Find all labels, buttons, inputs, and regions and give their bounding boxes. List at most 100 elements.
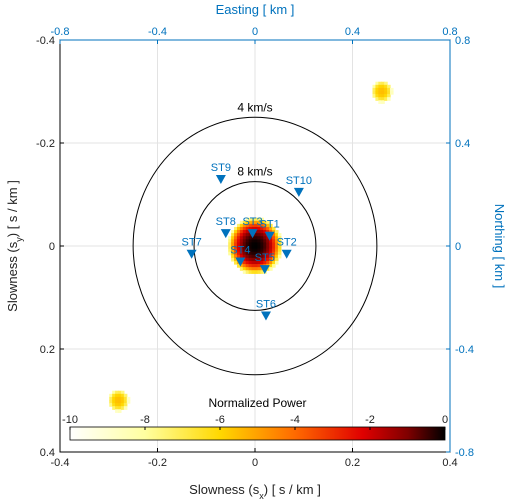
- power-cell-0: [239, 223, 244, 228]
- colorbar-tick-label: -2: [365, 414, 375, 426]
- power-cell-0: [245, 239, 250, 243]
- power-cell-0: [234, 233, 238, 237]
- power-cell-0: [242, 270, 247, 274]
- power-cell-2: [115, 403, 119, 407]
- power-cell-0: [234, 260, 238, 265]
- power-cell-0: [248, 233, 253, 237]
- power-cell-0: [228, 245, 232, 250]
- power-cell-0: [248, 239, 253, 243]
- station-marker: [235, 257, 246, 267]
- power-cell-0: [266, 248, 270, 253]
- power-cell-0: [269, 226, 273, 231]
- power-cell-2: [112, 390, 116, 395]
- y-tick-label: -0.2: [36, 138, 55, 150]
- power-cell-0: [260, 251, 264, 256]
- power-cell-0: [245, 267, 250, 271]
- power-cell-2: [123, 396, 128, 401]
- power-cell-0: [269, 239, 273, 243]
- power-cell-0: [266, 242, 270, 247]
- power-cell-0: [277, 239, 282, 243]
- power-cell-2: [120, 393, 125, 398]
- power-cell-0: [248, 226, 253, 231]
- power-cell-0: [245, 230, 250, 234]
- right-axis-title: Northing [ km ]: [492, 204, 505, 289]
- power-cell-0: [239, 236, 244, 240]
- station-marker: [260, 311, 271, 321]
- power-cell-0: [257, 251, 261, 256]
- colorbar-bar: [69, 426, 446, 441]
- power-cell-0: [263, 223, 267, 228]
- power-cell-0: [248, 257, 253, 262]
- power-cell-2: [115, 393, 119, 398]
- power-cell-0: [242, 233, 247, 237]
- power-cell-0: [245, 226, 250, 231]
- power-cell-0: [251, 223, 256, 228]
- power-cell-1: [381, 94, 385, 98]
- power-cell-0: [231, 233, 235, 237]
- power-cell-0: [269, 248, 273, 253]
- power-cell-2: [118, 409, 122, 413]
- power-cell-2: [112, 403, 116, 407]
- power-cell-2: [118, 393, 122, 398]
- power-cell-0: [272, 226, 276, 231]
- power-cell-0: [245, 260, 250, 265]
- power-cell-0: [239, 242, 244, 247]
- x-tick-label: -0.2: [148, 457, 167, 469]
- power-cell-0: [245, 248, 250, 253]
- power-cell-2: [112, 406, 116, 410]
- power-cell-0: [277, 251, 282, 256]
- power-cell-0: [231, 257, 235, 262]
- power-cell-0: [245, 220, 250, 225]
- power-cell-0: [266, 239, 270, 243]
- power-cell-0: [254, 236, 259, 240]
- velocity-circle-label: 8 km/s: [237, 165, 272, 179]
- power-cell-0: [257, 264, 261, 268]
- power-cell-0: [228, 236, 232, 240]
- power-cell-0: [236, 233, 241, 237]
- power-cell-0: [251, 264, 256, 268]
- right-y-tick-label: -0.4: [455, 344, 474, 356]
- power-cell-2: [120, 396, 125, 401]
- station-marker: [264, 231, 275, 241]
- power-cell-0: [254, 223, 259, 228]
- power-cell-0: [266, 257, 270, 262]
- y-tick-label: 0.2: [40, 344, 55, 356]
- power-cell-0: [242, 248, 247, 253]
- power-cell-1: [378, 84, 382, 89]
- power-cell-0: [239, 251, 244, 256]
- power-cell-0: [242, 220, 247, 225]
- power-cell-0: [260, 217, 264, 222]
- power-cell-2: [123, 399, 128, 404]
- power-cell-0: [254, 217, 259, 222]
- power-cell-0: [248, 251, 253, 256]
- top-x-tick-label: -0.8: [51, 26, 70, 38]
- power-cell-0: [236, 248, 241, 253]
- power-cell-1: [375, 81, 379, 86]
- power-cell-0: [245, 233, 250, 237]
- power-cell-0: [257, 217, 261, 222]
- power-cell-0: [231, 239, 235, 243]
- power-cell-0: [236, 236, 241, 240]
- power-cell-0: [274, 251, 279, 256]
- power-map: [109, 81, 394, 413]
- power-cell-0: [260, 220, 264, 225]
- power-cell-1: [387, 97, 391, 101]
- power-cell-0: [254, 220, 259, 225]
- power-cell-0: [231, 251, 235, 256]
- power-cell-0: [245, 236, 250, 240]
- colorbar-tick-label: -4: [290, 414, 300, 426]
- power-cell-0: [234, 239, 238, 243]
- power-cell-0: [254, 239, 259, 243]
- power-cell-0: [239, 239, 244, 243]
- power-cell-0: [245, 254, 250, 259]
- power-cell-0: [248, 220, 253, 225]
- power-cell-2: [112, 396, 116, 401]
- power-cell-0: [245, 242, 250, 247]
- power-cell-0: [248, 217, 253, 222]
- power-cell-0: [266, 226, 270, 231]
- power-cell-0: [248, 260, 253, 265]
- power-cell-1: [375, 97, 379, 101]
- power-cell-0: [236, 254, 241, 259]
- power-cell-0: [257, 245, 261, 250]
- power-cell-0: [254, 233, 259, 237]
